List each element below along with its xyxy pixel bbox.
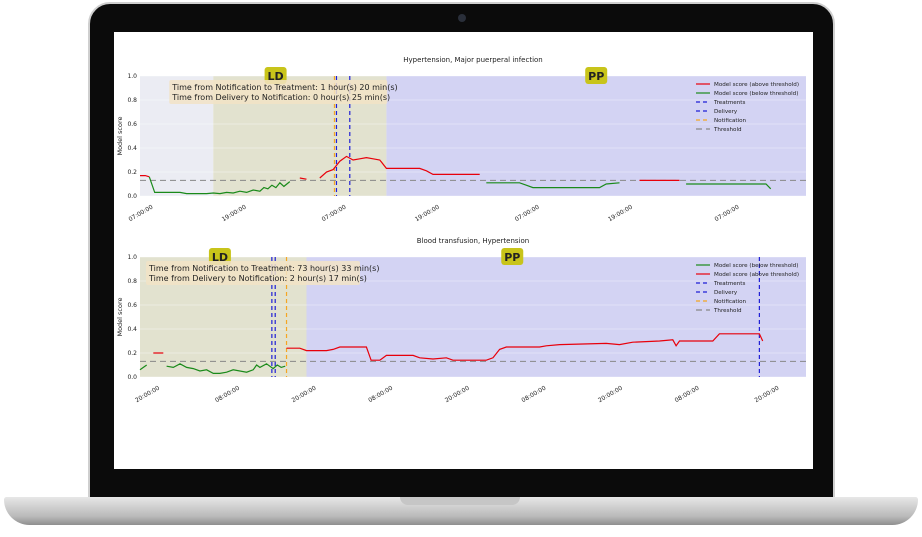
phase-label: LD — [268, 70, 284, 83]
x-tick-label: 20:00:00 — [597, 385, 624, 405]
y-tick-label: 1.0 — [127, 254, 137, 261]
legend-label: Model score (below threshold) — [714, 263, 798, 269]
y-tick-label: 0.8 — [127, 278, 137, 285]
series-below — [686, 183, 772, 190]
y-tick-label: 0.4 — [127, 326, 137, 333]
x-tick-label: 19:00:00 — [221, 204, 248, 224]
series-above — [140, 175, 150, 178]
info-line: Time from Delivery to Notification: 0 ho… — [171, 93, 390, 102]
info-line: Time from Delivery to Notification: 2 ho… — [148, 274, 367, 283]
series-below — [486, 182, 620, 189]
x-tick-label: 20:00:00 — [134, 385, 161, 405]
legend-label: Delivery — [714, 109, 738, 115]
legend-label: Treatments — [713, 100, 745, 106]
y-axis-label: Model score — [116, 116, 124, 155]
y-tick-label: 0.0 — [127, 193, 137, 200]
phase-label-box — [585, 67, 608, 84]
y-axis-label: Model score — [116, 297, 124, 336]
legend-label: Model score (above threshold) — [714, 82, 799, 88]
legend-label: Notification — [714, 118, 747, 124]
x-tick-label: 19:00:00 — [414, 204, 441, 224]
webcam-icon — [458, 14, 466, 22]
y-tick-label: 1.0 — [127, 73, 137, 80]
info-line: Time from Notification to Treatment: 1 h… — [171, 83, 397, 92]
chart-transfusion-hypertension: Blood transfusion, Hypertension LD PP Time … — [116, 237, 806, 405]
y-tick-label: 0.6 — [127, 302, 137, 309]
series-above — [299, 177, 307, 180]
legend-label: Model score (above threshold) — [714, 272, 799, 278]
y-tick-label: 0.8 — [127, 97, 137, 104]
legend-label: Model score (below threshold) — [714, 91, 798, 97]
phase-label-box — [501, 248, 524, 265]
chart-title: Blood transfusion, Hypertension — [417, 237, 529, 245]
legend-label: Notification — [714, 299, 747, 305]
phase-label: PP — [588, 70, 604, 83]
phase-label: PP — [504, 251, 520, 264]
y-tick-label: 0.2 — [127, 169, 137, 176]
info-line: Time from Notification to Treatment: 73 … — [148, 264, 379, 273]
legend-label: Delivery — [714, 290, 738, 296]
legend-label: Threshold — [713, 308, 742, 314]
x-tick-label: 20:00:00 — [291, 385, 318, 405]
laptop-notch — [400, 497, 520, 505]
chart-title: Hypertension, Major puerperal infection — [403, 56, 543, 64]
legend-label: Threshold — [713, 127, 742, 133]
x-tick-label: 08:00:00 — [674, 385, 701, 405]
series-above — [319, 155, 480, 179]
series-below — [148, 176, 291, 195]
y-tick-label: 0.6 — [127, 121, 137, 128]
x-tick-label: 08:00:00 — [520, 385, 547, 405]
x-tick-label: 20:00:00 — [754, 385, 781, 405]
info-box — [169, 80, 388, 104]
x-tick-label: 07:00:00 — [714, 204, 741, 224]
x-tick-label: 07:00:00 — [127, 204, 154, 224]
phase-band-pp — [386, 76, 806, 196]
x-tick-label: 19:00:00 — [607, 204, 634, 224]
info-box — [146, 261, 360, 285]
phase-label-box — [264, 67, 287, 84]
screen: Hypertension, Major puerperal infection L… — [114, 32, 813, 469]
series-above — [286, 333, 764, 361]
y-tick-label: 0.4 — [127, 145, 137, 152]
legend-label: Treatments — [713, 281, 745, 287]
series-below — [166, 363, 286, 374]
x-tick-label: 20:00:00 — [444, 385, 471, 405]
chart-hypertension-infection: Hypertension, Major puerperal infection L… — [116, 56, 806, 224]
x-tick-label: 07:00:00 — [321, 204, 348, 224]
x-tick-label: 08:00:00 — [214, 385, 241, 405]
x-tick-label: 07:00:00 — [514, 204, 541, 224]
y-tick-label: 0.0 — [127, 374, 137, 381]
x-tick-label: 08:00:00 — [367, 385, 394, 405]
series-below — [139, 364, 148, 371]
y-tick-label: 0.2 — [127, 350, 137, 357]
phase-label: LD — [212, 251, 228, 264]
phase-band-pp — [306, 257, 806, 377]
phase-label-box — [208, 248, 231, 265]
